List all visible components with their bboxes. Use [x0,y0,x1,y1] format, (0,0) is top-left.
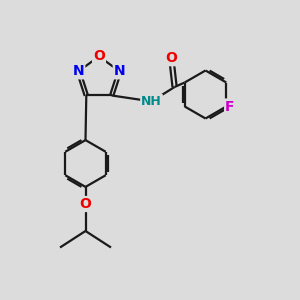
Text: O: O [80,197,92,211]
Text: N: N [114,64,125,78]
Text: O: O [93,50,105,63]
Text: O: O [166,51,178,65]
Text: N: N [73,64,84,78]
Text: NH: NH [141,95,162,108]
Text: F: F [225,100,235,113]
